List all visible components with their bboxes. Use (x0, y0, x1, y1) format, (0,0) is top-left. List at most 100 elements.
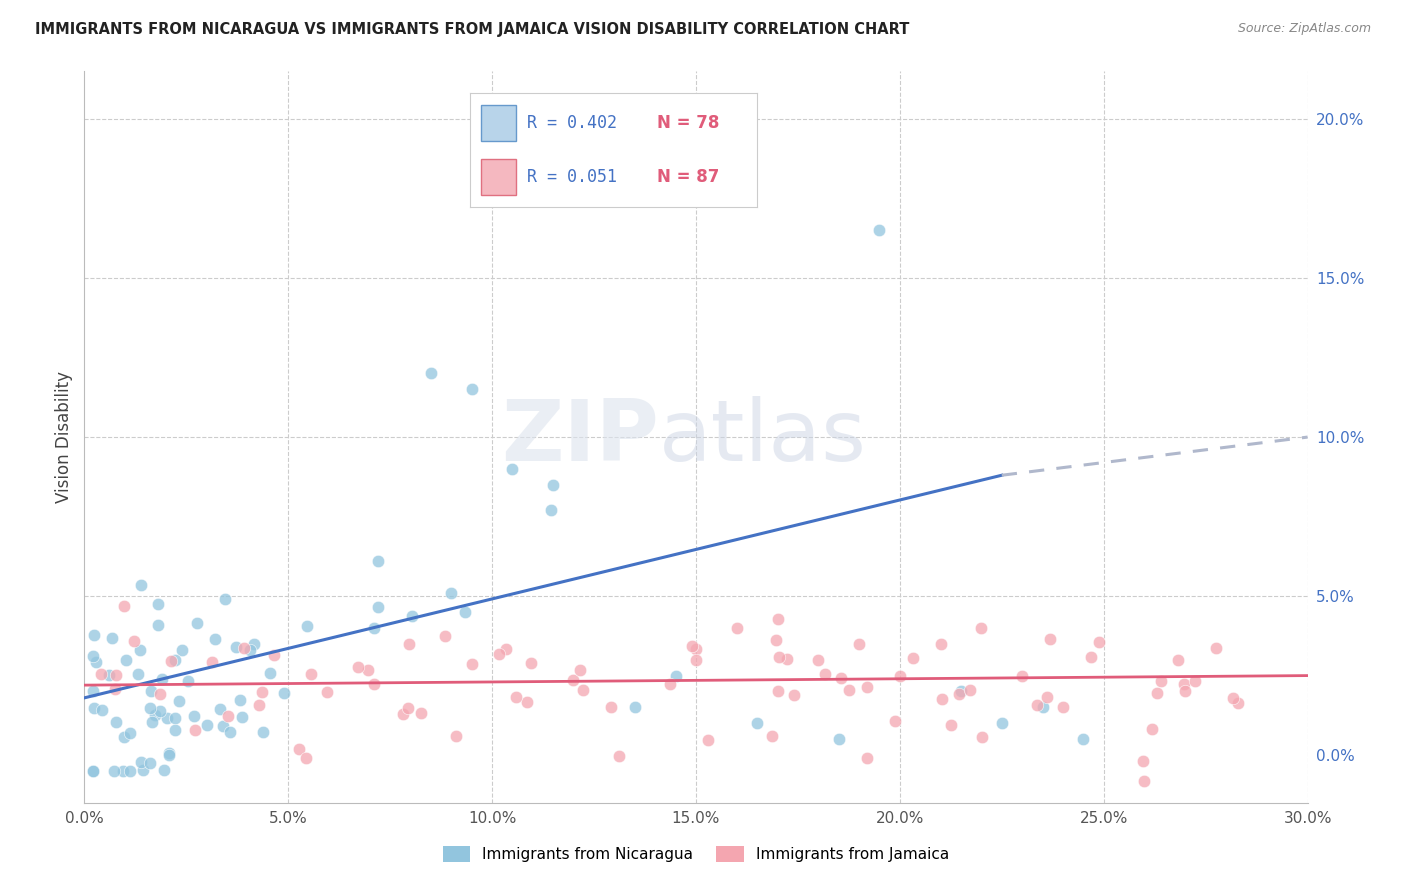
Point (204, 632, 226, 646)
Point (929, 637, 952, 651)
Point (239, 642, 262, 657)
Point (82, 764, 104, 778)
Point (295, 619, 318, 633)
Point (115, 652, 138, 666)
Point (814, 667, 837, 681)
Point (104, 681, 127, 696)
Point (950, 684, 973, 698)
Point (201, 656, 224, 670)
Point (505, 690, 527, 704)
Point (1167, 653, 1189, 667)
Point (830, 671, 852, 685)
Point (217, 709, 239, 723)
Point (83, 628, 105, 642)
Point (901, 650, 924, 665)
Point (152, 763, 174, 777)
Point (697, 733, 720, 747)
Point (82, 684, 104, 698)
Point (768, 650, 790, 665)
Point (90, 666, 112, 681)
Point (495, 642, 517, 657)
Point (725, 621, 748, 635)
Point (103, 764, 125, 778)
Point (807, 653, 830, 667)
Point (569, 663, 592, 677)
Point (316, 684, 339, 698)
Point (1222, 691, 1244, 706)
Point (572, 683, 595, 698)
Point (1146, 685, 1168, 699)
Point (131, 578, 153, 592)
Point (939, 718, 962, 732)
Point (624, 700, 647, 714)
Point (970, 731, 993, 745)
Point (502, 462, 524, 476)
Point (132, 764, 155, 778)
Point (263, 648, 285, 662)
Point (231, 710, 253, 724)
Point (183, 708, 205, 723)
Point (848, 637, 870, 651)
Point (149, 687, 172, 701)
Point (225, 640, 247, 654)
Point (889, 668, 911, 682)
Point (856, 680, 879, 694)
Point (363, 621, 385, 635)
Point (766, 612, 789, 626)
Point (90, 703, 112, 717)
Point (1039, 632, 1062, 646)
Point (461, 657, 484, 671)
Point (884, 714, 907, 728)
Point (127, 667, 149, 681)
Point (454, 605, 477, 619)
Point (665, 668, 688, 682)
Point (97, 667, 120, 681)
Point (141, 683, 163, 698)
Point (186, 616, 208, 631)
Y-axis label: Vision Disability: Vision Disability (55, 371, 73, 503)
Point (157, 747, 180, 762)
Point (1173, 677, 1195, 691)
Point (685, 653, 707, 667)
Point (1073, 732, 1095, 747)
Point (143, 707, 166, 722)
Text: atlas: atlas (659, 395, 868, 479)
Point (111, 764, 134, 778)
Point (250, 685, 273, 699)
Point (931, 692, 953, 706)
Point (681, 640, 703, 654)
Text: ZIP: ZIP (502, 395, 659, 479)
Point (411, 706, 433, 721)
Point (396, 700, 419, 714)
Point (856, 751, 879, 765)
Point (139, 701, 162, 715)
Point (1133, 773, 1156, 788)
Point (295, 750, 318, 764)
Point (828, 732, 851, 747)
Point (112, 599, 135, 614)
Point (766, 684, 789, 698)
Point (138, 756, 160, 770)
Point (1036, 690, 1059, 705)
Point (219, 724, 242, 739)
Point (146, 618, 169, 632)
Point (146, 597, 169, 611)
Point (398, 637, 420, 651)
Point (440, 585, 463, 599)
Point (252, 724, 274, 739)
Point (83, 701, 105, 715)
Point (599, 700, 621, 714)
Point (1205, 640, 1227, 655)
Point (869, 223, 891, 237)
Point (82, 649, 104, 664)
Point (747, 716, 769, 731)
Legend: Immigrants from Nicaragua, Immigrants from Jamaica: Immigrants from Nicaragua, Immigrants fr… (436, 840, 956, 868)
Point (991, 716, 1014, 731)
Point (156, 711, 179, 725)
Point (516, 695, 538, 709)
Point (1080, 650, 1102, 665)
Point (129, 756, 152, 770)
Point (243, 637, 266, 651)
Point (488, 647, 510, 661)
Point (247, 698, 270, 712)
